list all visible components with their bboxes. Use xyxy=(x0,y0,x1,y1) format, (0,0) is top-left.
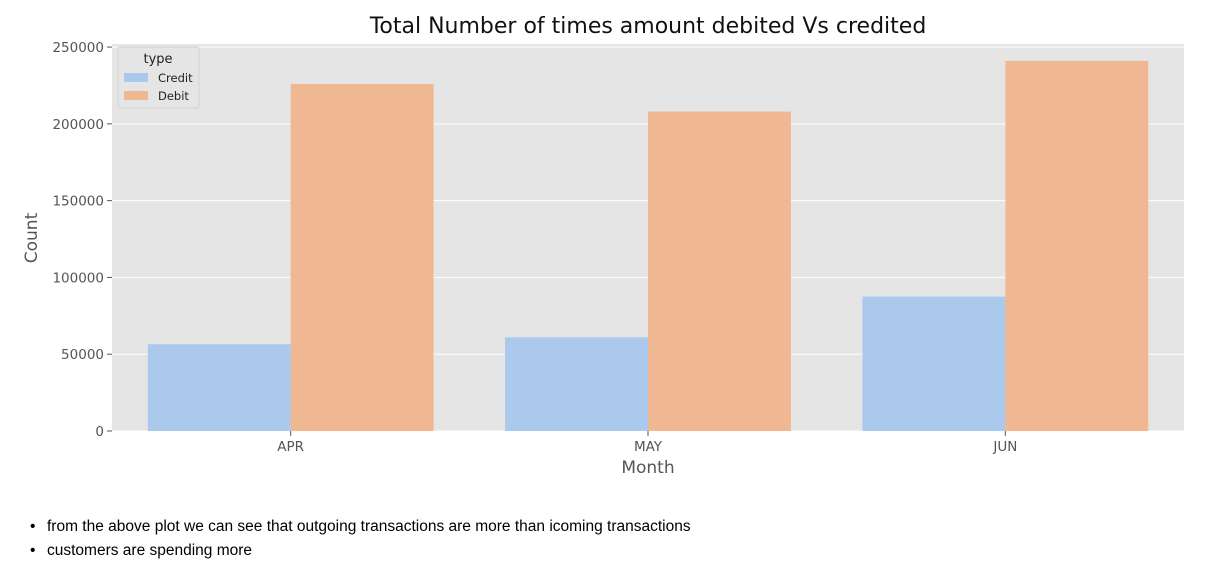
y-tick-label: 100000 xyxy=(52,270,104,286)
y-axis-label: Count xyxy=(22,212,42,263)
legend-title: type xyxy=(143,52,172,67)
note-text: customers are spending more xyxy=(47,542,253,559)
chart-title: Total Number of times amount debited Vs … xyxy=(369,14,927,39)
legend-label-debit: Debit xyxy=(158,89,189,103)
y-tick-label: 250000 xyxy=(52,40,104,56)
notes-list: • from the above plot we can see that ou… xyxy=(30,516,691,564)
y-tick-label: 150000 xyxy=(52,194,104,210)
bar-debit-apr xyxy=(290,83,434,431)
bar-debit-may xyxy=(648,111,791,432)
x-axis-ticks: APR MAY JUN xyxy=(277,431,1017,455)
legend-swatch-credit xyxy=(124,73,148,82)
bar-credit-may xyxy=(505,337,648,431)
y-axis-ticks: 0 50000 100000 150000 200000 250000 xyxy=(52,40,112,440)
legend-label-credit: Credit xyxy=(158,71,193,85)
y-tick-label: 0 xyxy=(95,424,104,440)
note-item: • from the above plot we can see that ou… xyxy=(30,516,691,540)
note-text: from the above plot we can see that outg… xyxy=(47,518,691,535)
bullet-icon: • xyxy=(30,518,36,535)
bullet-icon: • xyxy=(30,542,36,559)
bar-credit-jun xyxy=(862,296,1006,431)
x-axis-label: Month xyxy=(621,458,674,478)
legend-items: Credit Debit xyxy=(124,71,193,103)
bar-debit-jun xyxy=(1005,60,1149,432)
y-tick-label: 50000 xyxy=(61,347,104,363)
note-item: • customers are spending more xyxy=(30,540,691,564)
x-tick-label: MAY xyxy=(634,439,663,455)
legend: type Credit Debit xyxy=(117,46,200,109)
bars-group xyxy=(147,60,1149,432)
bar-credit-apr xyxy=(147,344,291,431)
bar-chart: 0 50000 100000 150000 200000 250000 APR MAY JUN… xyxy=(22,14,1184,478)
x-tick-label: APR xyxy=(277,439,304,455)
x-tick-label: JUN xyxy=(992,439,1017,455)
legend-swatch-debit xyxy=(124,91,148,100)
y-tick-label: 200000 xyxy=(52,117,104,133)
